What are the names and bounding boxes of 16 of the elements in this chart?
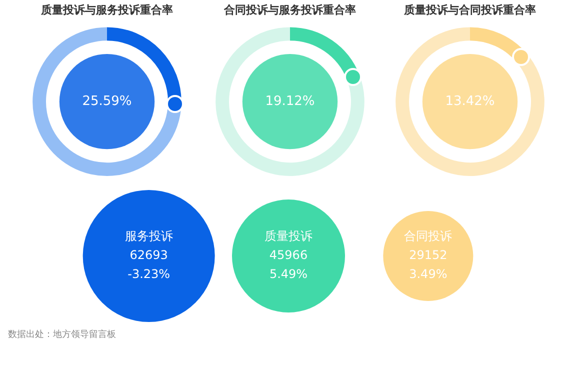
text: 数据出处：地方领导留言板 xyxy=(8,328,116,341)
chart-title: 合同投诉与服务投诉重合率 xyxy=(223,3,356,16)
data-label: 25.59% xyxy=(82,94,132,109)
data-label: 13.42% xyxy=(445,94,495,109)
text: -3.23% xyxy=(128,267,170,282)
chart-title: 质量投诉与服务投诉重合率 xyxy=(40,3,173,16)
category-label: 合同投诉 xyxy=(404,229,452,244)
data-label: 19.12% xyxy=(265,94,315,109)
data-label: 45966 xyxy=(269,248,308,262)
chart-title: 质量投诉与合同投诉重合率 xyxy=(403,3,536,16)
text: 3.49% xyxy=(409,267,448,282)
data-label: 62693 xyxy=(130,248,168,262)
text: 5.49% xyxy=(269,267,308,282)
data-label: 29152 xyxy=(409,248,448,262)
category-label: 服务投诉 xyxy=(124,229,173,244)
category-label: 质量投诉 xyxy=(264,229,312,244)
